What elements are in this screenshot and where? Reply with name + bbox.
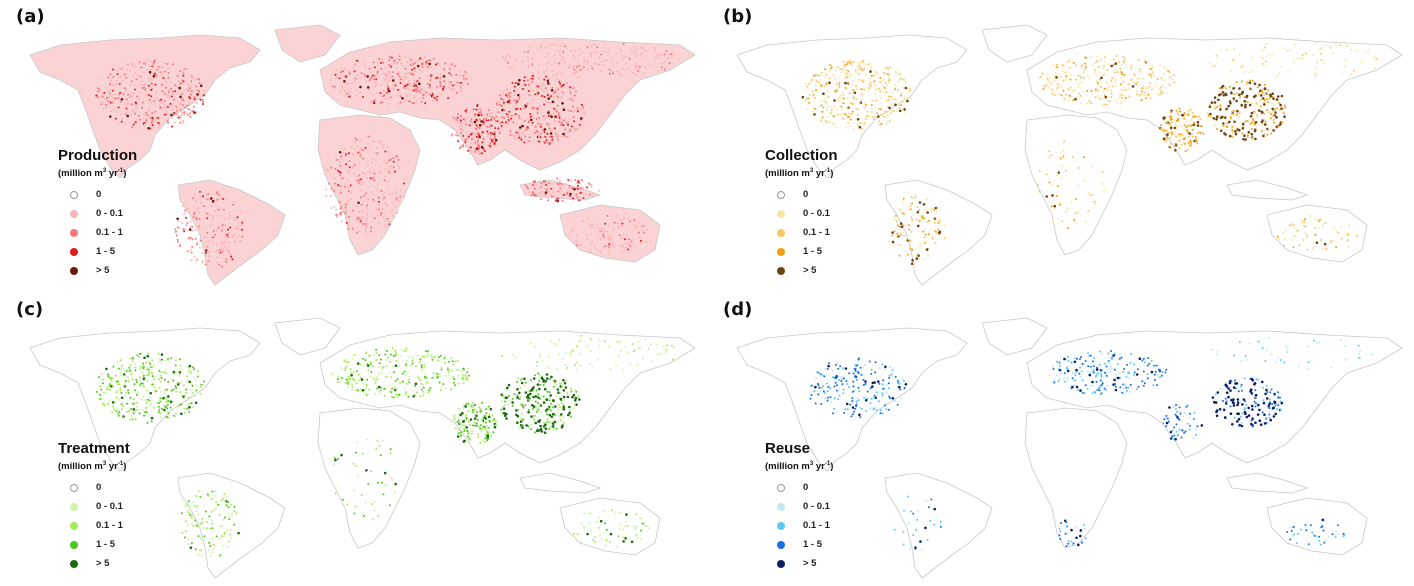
legend-item: 0.1 - 1 — [58, 516, 130, 535]
legend-swatch-icon — [70, 228, 78, 237]
legend-label: 0 - 0.1 — [96, 208, 123, 220]
legend-swatch-icon — [777, 483, 785, 492]
legend-label: 1 - 5 — [96, 539, 116, 551]
legend-label: 0 - 0.1 — [803, 208, 830, 220]
map-panel-treatment: (c) Treatment (million m3 yr-1) 0 0 - 0.1… — [0, 293, 707, 586]
legend-items: 0 0 - 0.1 0.1 - 1 1 - 5 > 5 — [58, 478, 130, 573]
legend-label: 0.1 - 1 — [96, 227, 123, 239]
legend-label: 0 - 0.1 — [803, 501, 830, 513]
legend-title: Production — [58, 147, 138, 164]
legend-swatch-icon — [777, 559, 785, 568]
legend-label: > 5 — [803, 558, 817, 570]
world-map — [736, 317, 1403, 579]
legend-item: 0 — [58, 478, 130, 497]
panel-label: (c) — [16, 299, 44, 320]
legend-swatch-icon — [777, 540, 785, 549]
legend-label: 0 — [803, 482, 809, 494]
legend-unit: (million m3 yr-1) — [58, 461, 127, 473]
legend-item: 0 - 0.1 — [765, 497, 833, 516]
legend-swatch-icon — [777, 266, 785, 275]
legend-item: > 5 — [765, 261, 838, 280]
legend-title: Reuse — [765, 440, 811, 457]
legend-unit: (million m3 yr-1) — [765, 168, 834, 180]
legend-unit: (million m3 yr-1) — [765, 461, 834, 473]
panel-label: (a) — [16, 6, 45, 27]
legend-label: 1 - 5 — [803, 539, 823, 551]
legend-swatch-icon — [70, 209, 78, 218]
legend-items: 0 0 - 0.1 0.1 - 1 1 - 5 > 5 — [58, 185, 137, 280]
legend-item: 0 - 0.1 — [58, 497, 130, 516]
legend-items: 0 0 - 0.1 0.1 - 1 1 - 5 > 5 — [765, 478, 833, 573]
legend-item: 1 - 5 — [765, 535, 833, 554]
legend-item: > 5 — [765, 554, 833, 573]
legend: Treatment (million m3 yr-1) 0 0 - 0.1 0.1 … — [58, 440, 130, 573]
legend-label: 0.1 - 1 — [96, 520, 123, 532]
legend-swatch-icon — [777, 247, 785, 256]
legend-swatch-icon — [70, 190, 78, 199]
legend-item: 1 - 5 — [58, 242, 137, 261]
legend-label: 0 — [96, 482, 102, 494]
legend-label: > 5 — [96, 558, 110, 570]
legend-label: 0.1 - 1 — [803, 520, 830, 532]
legend-swatch-icon — [70, 502, 78, 511]
legend: Production (million m3 yr-1) 0 0 - 0.1 0.1… — [58, 147, 137, 280]
legend-swatch-icon — [777, 228, 785, 237]
legend-label: 0 — [803, 189, 809, 201]
legend-item: > 5 — [58, 261, 137, 280]
legend-title: Collection — [765, 147, 838, 164]
panel-label: (d) — [723, 299, 753, 320]
legend-label: 1 - 5 — [803, 246, 823, 258]
legend-swatch-icon — [70, 540, 78, 549]
world-map — [29, 317, 696, 579]
legend-item: 0 — [765, 478, 833, 497]
map-panel-collection: (b) Collection (million m3 yr-1) 0 0 - 0.… — [707, 0, 1414, 293]
legend-label: 0.1 - 1 — [803, 227, 830, 239]
legend-label: > 5 — [96, 265, 110, 277]
legend-swatch-icon — [70, 483, 78, 492]
legend-swatch-icon — [777, 521, 785, 530]
world-map — [736, 24, 1403, 286]
legend-swatch-icon — [777, 190, 785, 199]
map-panel-production: (a) Production (million m3 yr-1) 0 0 - 0.… — [0, 0, 707, 293]
legend-label: 1 - 5 — [96, 246, 116, 258]
legend-label: > 5 — [803, 265, 817, 277]
legend-swatch-icon — [70, 521, 78, 530]
legend-item: 1 - 5 — [58, 535, 130, 554]
legend-unit: (million m3 yr-1) — [58, 168, 127, 180]
legend: Collection (million m3 yr-1) 0 0 - 0.1 0.1… — [765, 147, 838, 280]
legend-label: 0 — [96, 189, 102, 201]
legend-swatch-icon — [777, 502, 785, 511]
legend-item: 0 - 0.1 — [58, 204, 137, 223]
legend-items: 0 0 - 0.1 0.1 - 1 1 - 5 > 5 — [765, 185, 838, 280]
legend-item: 0.1 - 1 — [765, 223, 838, 242]
legend-item: 0 - 0.1 — [765, 204, 838, 223]
world-map — [29, 24, 696, 286]
legend-swatch-icon — [70, 266, 78, 275]
legend-item: > 5 — [58, 554, 130, 573]
legend-label: 0 - 0.1 — [96, 501, 123, 513]
legend-item: 0 — [58, 185, 137, 204]
legend-item: 0.1 - 1 — [765, 516, 833, 535]
legend: Reuse (million m3 yr-1) 0 0 - 0.1 0.1 - 1 1… — [765, 440, 833, 573]
legend-swatch-icon — [777, 209, 785, 218]
legend-swatch-icon — [70, 559, 78, 568]
legend-title: Treatment — [58, 440, 130, 457]
legend-swatch-icon — [70, 247, 78, 256]
panel-label: (b) — [723, 6, 753, 27]
legend-item: 0.1 - 1 — [58, 223, 137, 242]
map-panel-reuse: (d) Reuse (million m3 yr-1) 0 0 - 0.1 0.1 … — [707, 293, 1414, 586]
legend-item: 0 — [765, 185, 838, 204]
legend-item: 1 - 5 — [765, 242, 838, 261]
